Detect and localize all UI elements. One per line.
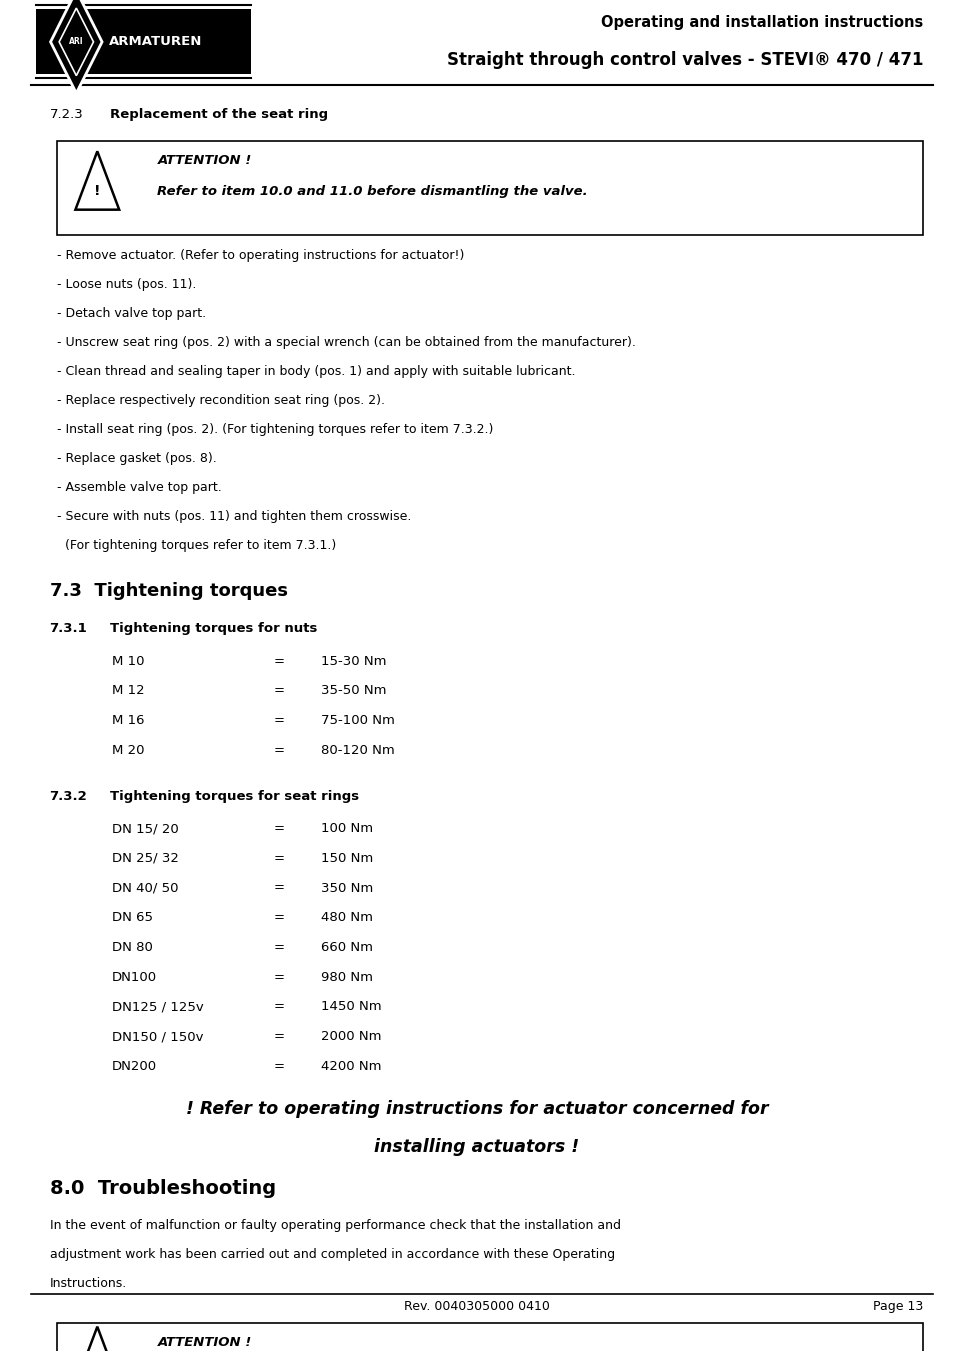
Text: DN 65: DN 65	[112, 911, 152, 924]
Text: Operating and installation instructions: Operating and installation instructions	[600, 15, 923, 30]
Text: - Remove actuator. (Refer to operating instructions for actuator!): - Remove actuator. (Refer to operating i…	[57, 249, 464, 262]
Text: =: =	[274, 1059, 285, 1073]
Text: 980 Nm: 980 Nm	[321, 970, 374, 984]
Text: =: =	[274, 970, 285, 984]
Text: =: =	[274, 1029, 285, 1043]
Text: Refer to item 10.0 and 11.0 before dismantling the valve.: Refer to item 10.0 and 11.0 before disma…	[157, 185, 587, 199]
Text: 660 Nm: 660 Nm	[321, 940, 374, 954]
Text: DN 15/ 20: DN 15/ 20	[112, 821, 178, 835]
Text: 75-100 Nm: 75-100 Nm	[321, 713, 395, 727]
Text: =: =	[274, 743, 285, 757]
Text: DN125 / 125v: DN125 / 125v	[112, 1000, 203, 1013]
Text: - Secure with nuts (pos. 11) and tighten them crosswise.: - Secure with nuts (pos. 11) and tighten…	[57, 509, 411, 523]
Text: 150 Nm: 150 Nm	[321, 851, 374, 865]
Text: !: !	[94, 184, 100, 197]
Text: =: =	[274, 940, 285, 954]
Text: Instructions.: Instructions.	[50, 1277, 127, 1290]
Text: DN 40/ 50: DN 40/ 50	[112, 881, 178, 894]
Text: In the event of malfunction or faulty operating performance check that the insta: In the event of malfunction or faulty op…	[50, 1219, 620, 1232]
Text: 8.0  Troubleshooting: 8.0 Troubleshooting	[50, 1178, 275, 1198]
Text: 15-30 Nm: 15-30 Nm	[321, 654, 387, 667]
Text: Tightening torques for seat rings: Tightening torques for seat rings	[110, 789, 358, 802]
Text: =: =	[274, 684, 285, 697]
Text: installing actuators !: installing actuators !	[374, 1138, 579, 1156]
Text: =: =	[274, 911, 285, 924]
Text: =: =	[274, 821, 285, 835]
Text: Straight through control valves - STEVI® 470 / 471: Straight through control valves - STEVI®…	[447, 51, 923, 69]
Polygon shape	[59, 8, 93, 76]
Text: ATTENTION !: ATTENTION !	[157, 154, 252, 168]
Text: Tightening torques for nuts: Tightening torques for nuts	[110, 621, 316, 635]
Text: - Install seat ring (pos. 2). (For tightening torques refer to item 7.3.2.): - Install seat ring (pos. 2). (For tight…	[57, 423, 493, 436]
Text: =: =	[274, 713, 285, 727]
Text: =: =	[274, 881, 285, 894]
FancyBboxPatch shape	[57, 141, 923, 235]
Text: Page 13: Page 13	[872, 1300, 923, 1313]
Text: ARI: ARI	[69, 38, 84, 46]
Text: ARMATUREN: ARMATUREN	[109, 35, 202, 49]
Text: (For tightening torques refer to item 7.3.1.): (For tightening torques refer to item 7.…	[57, 539, 336, 553]
Text: Replacement of the seat ring: Replacement of the seat ring	[110, 108, 328, 122]
Text: Rev. 0040305000 0410: Rev. 0040305000 0410	[404, 1300, 549, 1313]
FancyBboxPatch shape	[57, 1323, 923, 1351]
Text: =: =	[274, 654, 285, 667]
Text: =: =	[274, 1000, 285, 1013]
Text: 7.3.2: 7.3.2	[50, 789, 88, 802]
Text: 4200 Nm: 4200 Nm	[321, 1059, 381, 1073]
Text: DN150 / 150v: DN150 / 150v	[112, 1029, 203, 1043]
Text: ATTENTION !: ATTENTION !	[157, 1336, 252, 1350]
Text: M 20: M 20	[112, 743, 144, 757]
Text: 350 Nm: 350 Nm	[321, 881, 374, 894]
Text: DN 80: DN 80	[112, 940, 152, 954]
Text: - Replace gasket (pos. 8).: - Replace gasket (pos. 8).	[57, 451, 216, 465]
Text: - Detach valve top part.: - Detach valve top part.	[57, 307, 206, 320]
Text: 480 Nm: 480 Nm	[321, 911, 374, 924]
Text: M 10: M 10	[112, 654, 144, 667]
Text: - Assemble valve top part.: - Assemble valve top part.	[57, 481, 222, 494]
Text: 7.3.1: 7.3.1	[50, 621, 88, 635]
Polygon shape	[75, 151, 119, 209]
Polygon shape	[51, 0, 102, 93]
Text: - Unscrew seat ring (pos. 2) with a special wrench (can be obtained from the man: - Unscrew seat ring (pos. 2) with a spec…	[57, 335, 636, 349]
Text: =: =	[274, 851, 285, 865]
FancyBboxPatch shape	[36, 9, 251, 74]
Text: adjustment work has been carried out and completed in accordance with these Oper: adjustment work has been carried out and…	[50, 1248, 614, 1262]
Text: - Clean thread and sealing taper in body (pos. 1) and apply with suitable lubric: - Clean thread and sealing taper in body…	[57, 365, 576, 378]
Text: DN200: DN200	[112, 1059, 156, 1073]
Text: 80-120 Nm: 80-120 Nm	[321, 743, 395, 757]
Text: - Loose nuts (pos. 11).: - Loose nuts (pos. 11).	[57, 278, 196, 290]
Polygon shape	[75, 1327, 119, 1351]
Text: 35-50 Nm: 35-50 Nm	[321, 684, 387, 697]
Text: 100 Nm: 100 Nm	[321, 821, 374, 835]
Text: 1450 Nm: 1450 Nm	[321, 1000, 382, 1013]
Text: - Replace respectively recondition seat ring (pos. 2).: - Replace respectively recondition seat …	[57, 393, 385, 407]
Text: 2000 Nm: 2000 Nm	[321, 1029, 381, 1043]
Text: DN 25/ 32: DN 25/ 32	[112, 851, 178, 865]
Text: M 12: M 12	[112, 684, 144, 697]
Text: DN100: DN100	[112, 970, 156, 984]
Text: ! Refer to operating instructions for actuator concerned for: ! Refer to operating instructions for ac…	[186, 1100, 767, 1119]
Text: M 16: M 16	[112, 713, 144, 727]
Text: 7.3  Tightening torques: 7.3 Tightening torques	[50, 581, 287, 600]
Text: 7.2.3: 7.2.3	[50, 108, 83, 122]
